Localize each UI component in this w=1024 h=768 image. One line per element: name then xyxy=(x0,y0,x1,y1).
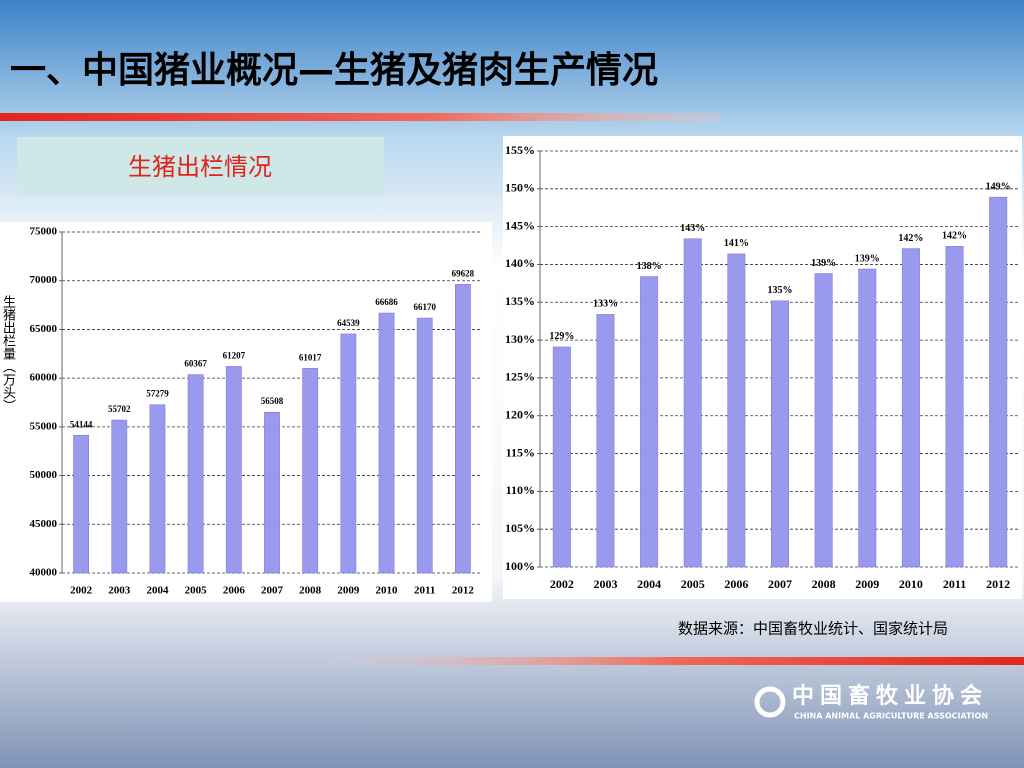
y-tick-label: 155% xyxy=(505,143,535,157)
x-tick-label: 2003 xyxy=(593,577,617,591)
y-tick-label: 40000 xyxy=(30,567,58,579)
bar xyxy=(945,246,964,568)
data-label: 54144 xyxy=(70,419,93,429)
slide-title: 一、中国猪业概况—生猪及猪肉生产情况 xyxy=(10,50,658,91)
x-tick-label: 2007 xyxy=(768,577,792,591)
y-tick-label: 100% xyxy=(505,559,535,573)
data-label: 66170 xyxy=(413,302,436,312)
data-label: 142% xyxy=(898,233,923,244)
bar xyxy=(771,300,789,568)
bar xyxy=(302,367,319,574)
y-tick-label: 60000 xyxy=(30,372,58,384)
x-tick-label: 2010 xyxy=(376,585,399,597)
data-label: 135% xyxy=(768,285,793,296)
y-tick-label: 135% xyxy=(505,294,535,308)
data-label: 142% xyxy=(942,231,967,242)
y-tick-label: 150% xyxy=(505,181,535,195)
bar xyxy=(340,333,357,574)
x-tick-label: 2007 xyxy=(261,585,284,597)
bar xyxy=(552,346,571,568)
x-tick-label: 2008 xyxy=(812,577,836,591)
x-tick-label: 2005 xyxy=(681,577,705,591)
data-label: 57279 xyxy=(146,389,169,399)
bar xyxy=(683,238,702,568)
logo-name: 中国畜牧业协会 xyxy=(792,683,988,709)
y-axis-label: 生猪出栏量（万头） xyxy=(1,295,16,412)
y-tick-label: 140% xyxy=(505,256,535,270)
x-tick-label: 2002 xyxy=(550,577,574,591)
subtitle: 生猪出栏情况 xyxy=(128,153,272,181)
data-label: 143% xyxy=(680,223,705,234)
logo-name-en: CHINA ANIMAL AGRICULTURE ASSOCIATION xyxy=(794,712,988,721)
bar xyxy=(640,276,659,568)
data-label: 66686 xyxy=(375,297,398,307)
bar xyxy=(814,273,833,568)
y-tick-label: 115% xyxy=(506,445,535,459)
x-tick-label: 2004 xyxy=(637,577,661,591)
x-tick-label: 2006 xyxy=(223,585,246,597)
y-tick-label: 45000 xyxy=(30,518,58,530)
y-tick-label: 55000 xyxy=(30,420,58,432)
data-label: 55702 xyxy=(108,404,131,414)
x-tick-label: 2011 xyxy=(943,577,966,591)
x-tick-label: 2005 xyxy=(185,585,208,597)
x-tick-label: 2006 xyxy=(724,577,748,591)
bar xyxy=(264,411,280,574)
x-tick-label: 2008 xyxy=(299,585,322,597)
data-label: 60367 xyxy=(184,359,207,369)
y-tick-label: 50000 xyxy=(30,469,58,481)
bar xyxy=(989,196,1008,568)
data-label: 61017 xyxy=(299,352,322,362)
data-label: 133% xyxy=(593,299,618,310)
bar xyxy=(455,284,471,574)
y-tick-label: 105% xyxy=(505,521,535,535)
bar xyxy=(727,253,746,568)
x-tick-label: 2012 xyxy=(452,585,475,597)
x-tick-label: 2009 xyxy=(337,585,360,597)
data-label: 129% xyxy=(549,331,574,342)
x-tick-label: 2002 xyxy=(70,585,93,597)
y-tick-label: 120% xyxy=(505,407,535,421)
chart-panel xyxy=(503,136,1022,599)
data-label: 69628 xyxy=(452,268,475,278)
x-tick-label: 2003 xyxy=(108,585,131,597)
source-note: 数据来源：中国畜牧业统计、国家统计局 xyxy=(678,620,948,638)
y-tick-label: 130% xyxy=(505,332,535,346)
y-tick-label: 65000 xyxy=(30,323,58,335)
y-tick-label: 110% xyxy=(506,483,535,497)
x-tick-label: 2010 xyxy=(899,577,923,591)
bar xyxy=(901,248,920,568)
bar xyxy=(187,374,204,574)
x-tick-label: 2004 xyxy=(146,585,169,597)
bar xyxy=(378,312,395,574)
data-label: 138% xyxy=(637,261,662,272)
bar xyxy=(596,314,615,568)
x-tick-label: 2011 xyxy=(414,585,435,597)
bar xyxy=(858,268,877,568)
y-tick-label: 145% xyxy=(505,218,535,232)
title-stripe xyxy=(0,113,720,121)
data-label: 56508 xyxy=(261,396,284,406)
bar xyxy=(149,404,166,574)
data-label: 139% xyxy=(855,253,880,264)
footer-stripe xyxy=(320,657,1024,665)
data-label: 61207 xyxy=(223,350,246,360)
bar xyxy=(73,434,89,574)
y-tick-label: 70000 xyxy=(30,274,58,286)
data-label: 141% xyxy=(724,238,749,249)
y-tick-label: 75000 xyxy=(30,226,58,238)
bar xyxy=(416,317,433,574)
bar xyxy=(225,366,242,574)
bar xyxy=(111,419,128,574)
y-tick-label: 125% xyxy=(505,370,535,384)
subtitle-box xyxy=(17,137,384,195)
data-label: 149% xyxy=(986,181,1011,192)
data-label: 64539 xyxy=(337,318,360,328)
x-tick-label: 2009 xyxy=(855,577,879,591)
x-tick-label: 2012 xyxy=(986,577,1010,591)
logo-icon xyxy=(754,686,786,718)
data-label: 139% xyxy=(811,258,836,269)
